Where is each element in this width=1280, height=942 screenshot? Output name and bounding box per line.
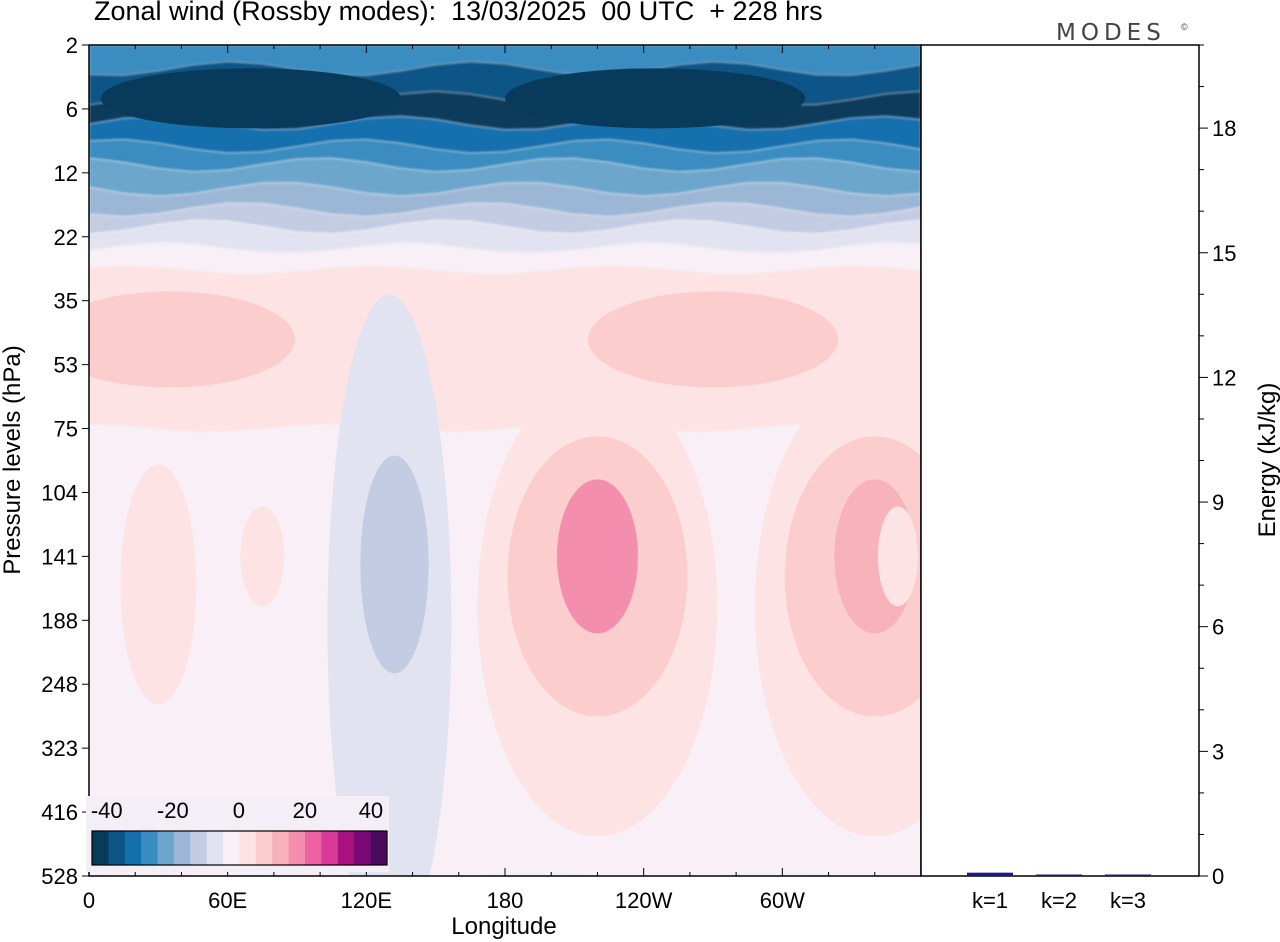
colorbar-label: -20 [157,798,189,823]
colorbar-label: -40 [91,798,123,823]
energy-tick-label: 3 [1212,739,1224,764]
y-tick-label: 141 [41,544,78,569]
colorbar-swatch [239,831,257,865]
wind-band [89,182,921,217]
y-tick-label: 53 [54,353,78,378]
energy-axis-title: Energy (kJ/kg) [1254,383,1280,538]
wind-band [89,244,921,274]
brand-logo: MODES [1056,20,1166,46]
y-tick-label: 6 [66,97,78,122]
heatmap-field [89,45,921,876]
y-tick-label: 104 [41,480,78,505]
x-tick-label: 60E [208,888,247,913]
energy-category-label: k=3 [1110,888,1146,913]
x-axis: 0 60E 120E 180 120W 60W [83,45,922,913]
energy-tick-label: 12 [1212,365,1236,390]
colorbar-swatch [190,831,208,865]
energy-tick-label: 0 [1212,864,1224,889]
energy-tick-label: 6 [1212,615,1224,640]
colorbar-swatch [272,831,290,865]
energy-tick-label: 15 [1212,241,1236,266]
y-tick-label: 12 [54,161,78,186]
colorbar-swatch [354,831,372,865]
westerly-band [588,291,838,388]
colorbar-label: 40 [359,798,383,823]
colorbar-swatch [157,831,175,865]
x-tick-label: 180 [487,888,524,913]
y-tick-label: 22 [54,225,78,250]
easterly-core [360,455,429,674]
y-tick-label: 35 [54,289,78,314]
energy-category-label: k=1 [972,888,1008,913]
colorbar-swatch [255,831,273,865]
y-tick-label: 2 [66,33,78,58]
colorbar-swatch [124,831,142,865]
westerly-core [556,479,638,634]
colorbar: -40 -20 0 20 40 [86,796,389,872]
energy-tick-label: 9 [1212,490,1224,515]
wind-band [89,158,921,197]
jet-core [100,68,401,129]
energy-bar [967,872,1013,876]
colorbar-frame [91,830,388,866]
westerly-patch [240,506,285,607]
colorbar-swatch [370,831,388,865]
energy-tick-label: 18 [1212,116,1236,141]
energy-bar [1036,874,1082,876]
energy-panel-frame [920,44,1200,877]
wind-band [89,203,921,234]
colorbar-swatch [141,831,159,865]
jet-core [505,68,806,129]
x-tick-label: 120E [341,888,392,913]
colorbar-swatch [92,831,109,865]
y-tick-label: 528 [41,864,78,889]
westerly-patch [877,506,918,607]
colorbar-swatch [321,831,339,865]
colorbar-swatch [108,831,126,865]
y-tick-label: 248 [41,672,78,697]
colorbar-swatch [337,831,355,865]
wind-band [89,45,921,76]
colorbar-swatch [173,831,191,865]
x-tick-label: 0 [83,888,95,913]
colorbar-swatch [223,831,240,865]
y-tick-label: 188 [41,608,78,633]
wind-band [89,219,921,256]
y-tick-label: 75 [54,417,78,442]
colorbar-swatch [206,831,224,865]
energy-bar-chart: 0 3 6 9 12 15 18 k=1 k=2 k=3 [967,44,1236,913]
westerly-patch [120,464,197,705]
colorbar-swatch [305,831,322,865]
x-axis-title: Longitude [451,913,556,940]
wind-band [89,139,921,172]
colorbar-swatch [288,831,306,865]
y-tick-label: 323 [41,736,78,761]
energy-category-label: k=2 [1041,888,1077,913]
energy-bar [1105,874,1151,876]
y-axis: 2 6 12 22 35 53 75 104 141 188 248 323 416 528 [41,33,89,889]
wind-band [89,116,921,154]
colorbar-label: 20 [293,798,317,823]
westerly-band [89,291,295,388]
chart-title: Zonal wind (Rossby modes): 13/03/2025 00… [94,0,823,26]
brand-copyright-mark: © [1181,22,1188,32]
colorbar-label: 0 [233,798,245,823]
x-tick-label: 60W [760,888,805,913]
x-tick-label: 120W [615,888,673,913]
y-axis-title: Pressure levels (hPa) [0,345,26,574]
y-tick-label: 416 [41,800,78,825]
